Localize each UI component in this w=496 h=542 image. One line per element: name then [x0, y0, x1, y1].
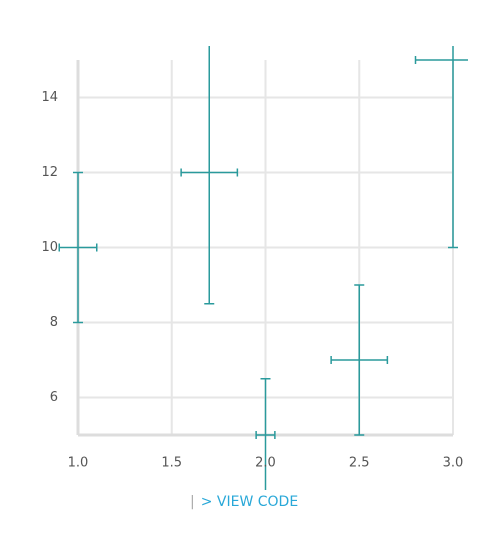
y-tick-label: 6: [50, 390, 58, 405]
x-tick-label: 1.5: [161, 456, 182, 471]
y-tick-label: 8: [50, 315, 58, 330]
x-error-bar: [255, 431, 276, 439]
marks: [58, 46, 468, 490]
y-tick-label: 14: [41, 90, 58, 105]
y-error-bar: [448, 46, 458, 249]
x-tick-label: 3.0: [443, 456, 464, 471]
view-code[interactable]: > VIEW CODE: [200, 494, 299, 510]
y-tick-label: 10: [41, 240, 58, 255]
x-error-bar: [58, 243, 98, 252]
separator: |: [190, 494, 195, 510]
x-tick-label: 1.0: [68, 456, 89, 471]
view-code-link[interactable]: | > VIEW CODE: [190, 494, 298, 510]
x-error-bar: [180, 168, 239, 177]
x-tick-label: 2.0: [255, 456, 276, 471]
y-tick-label: 12: [41, 165, 58, 180]
x-error-bar: [330, 356, 389, 364]
x-error-bar: [414, 56, 468, 64]
chart: 6 8 10 12 14 1.0 1.5 2.0 2.5 3.0: [41, 46, 468, 490]
x-tick-label: 2.5: [349, 456, 370, 471]
